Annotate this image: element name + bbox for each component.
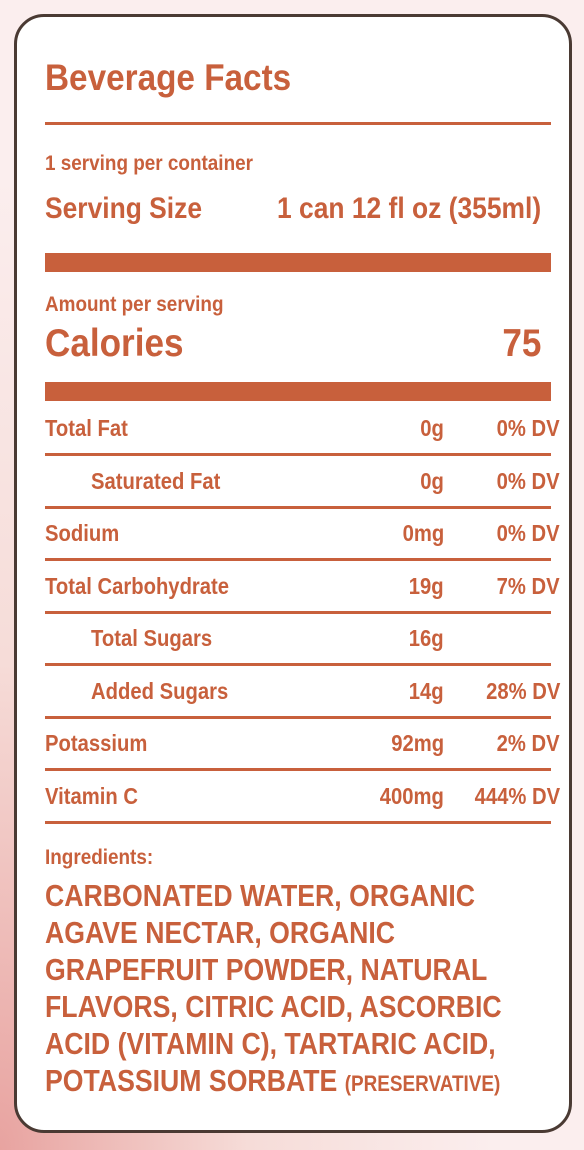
row-rule [45, 820, 551, 824]
nutrient-amount: 14g [409, 677, 444, 704]
ingredients: CARBONATED WATER, ORGANIC AGAVE NECTAR, … [45, 877, 552, 1102]
row-rule [45, 558, 551, 561]
nutrient-name: Saturated Fat [91, 467, 221, 494]
row-rule [45, 663, 551, 666]
ingredients-note: (PRESERVATIVE) [344, 1071, 501, 1096]
calories-value: 75 [501, 322, 541, 365]
nutrient-dv: 0% DV [496, 520, 560, 546]
nutrient-name: Total Fat [45, 415, 128, 441]
nutrient-name: Sodium [45, 520, 120, 546]
nutrient-name: Vitamin C [45, 782, 138, 809]
nutrient-dv: 28% DV [485, 677, 560, 704]
nutrient-amount: 0g [420, 467, 444, 494]
calories-label: Calories [45, 322, 184, 365]
nutrient-dv: 2% DV [496, 730, 560, 756]
label-card: Beverage Facts 1 serving per container S… [14, 14, 572, 1133]
amount-caption: Amount per serving [45, 293, 224, 316]
nutrient-dv: 0% DV [496, 467, 560, 494]
nutrient-name: Potassium [45, 730, 148, 756]
nutrient-dv: 7% DV [496, 572, 560, 599]
nutrient-dv: 0% DV [496, 415, 560, 441]
nutrient-amount: 16g [409, 625, 444, 651]
servings-per-container: 1 serving per container [45, 152, 253, 175]
row-rule [45, 768, 551, 771]
nutrient-amount: 400mg [379, 782, 444, 809]
nutrient-amount: 0mg [402, 520, 444, 546]
nutrient-name: Total Sugars [91, 625, 213, 651]
row-rule [45, 715, 551, 719]
nutrient-name: Added Sugars [91, 677, 229, 704]
thick-rule [45, 382, 551, 401]
nutrient-dv: 444% DV [474, 782, 560, 809]
ingredients-text: CARBONATED WATER, ORGANIC AGAVE NECTAR, … [45, 878, 502, 1098]
row-rule [45, 505, 551, 509]
serving-size-value: 1 can 12 fl oz (355ml) [276, 192, 541, 225]
thick-rule [45, 253, 551, 272]
serving-size-label: Serving Size [45, 192, 202, 225]
title: Beverage Facts [45, 57, 292, 98]
nutrient-amount: 92mg [391, 730, 444, 756]
ingredients-label: Ingredients: [45, 846, 154, 869]
row-rule [45, 610, 551, 614]
row-rule [45, 453, 551, 456]
nutrient-name: Total Carbohydrate [45, 572, 230, 599]
rule [45, 122, 551, 125]
nutrient-amount: 19g [409, 572, 444, 599]
nutrient-amount: 0g [420, 415, 444, 441]
